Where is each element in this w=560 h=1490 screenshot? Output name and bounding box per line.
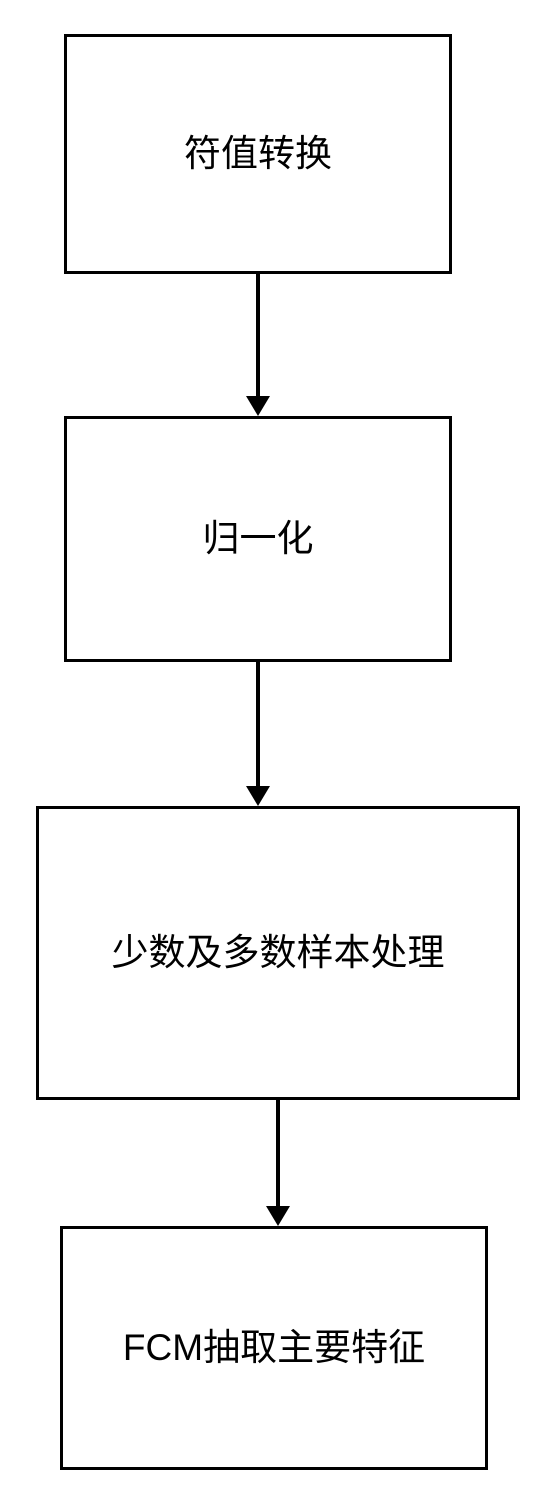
flowchart-container: 符值转换 归一化 少数及多数样本处理 FCM抽取主要特征: [0, 0, 560, 1490]
node-label: 归一化: [203, 515, 314, 563]
node-sign-value-conversion: 符值转换: [64, 34, 452, 274]
edge-line: [276, 1100, 280, 1210]
edge-line: [256, 662, 260, 790]
arrowhead-down-icon: [246, 396, 270, 416]
node-label: 少数及多数样本处理: [112, 929, 445, 977]
node-label: FCM抽取主要特征: [123, 1324, 425, 1372]
node-label: 符值转换: [184, 130, 332, 178]
node-normalization: 归一化: [64, 416, 452, 662]
arrowhead-down-icon: [266, 1206, 290, 1226]
edge-line: [256, 274, 260, 400]
node-fcm-extract-main-features: FCM抽取主要特征: [60, 1226, 488, 1470]
arrowhead-down-icon: [246, 786, 270, 806]
node-minority-majority-sample-processing: 少数及多数样本处理: [36, 806, 520, 1100]
